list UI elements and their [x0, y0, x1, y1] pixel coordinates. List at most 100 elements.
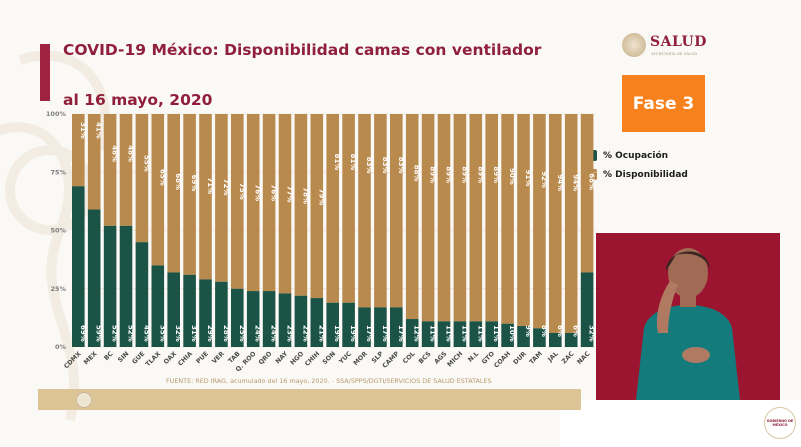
bar-availability: [262, 114, 276, 292]
bar-availability: [517, 114, 530, 327]
data-label-availability: 77%: [286, 186, 294, 203]
data-label-occupancy: 69%: [79, 325, 87, 342]
x-tick-label: PUE: [195, 350, 210, 365]
bar-availability: [135, 114, 149, 243]
bar-availability: [167, 114, 180, 273]
bar-availability: [342, 114, 355, 303]
bar-occupancy: [437, 321, 451, 347]
data-label-occupancy: 6%: [572, 325, 580, 337]
data-label-occupancy: 35%: [158, 325, 166, 342]
data-label-availability: 91%: [524, 170, 532, 187]
data-label-occupancy: 45%: [142, 325, 150, 342]
bar-occupancy: [167, 272, 180, 347]
chart-title: COVID-19 México: Disponibilidad camas co…: [63, 41, 542, 59]
bar-availability: [87, 114, 101, 210]
bar-occupancy: [310, 298, 324, 347]
x-tick-label: SON: [321, 350, 337, 366]
bar-availability: [549, 114, 562, 334]
data-label-occupancy: 59%: [95, 325, 103, 342]
bar-occupancy: [564, 333, 578, 347]
legend-label-occupancy: % Ocupación: [603, 150, 669, 161]
data-label-occupancy: 11%: [429, 325, 437, 342]
bar-availability: [485, 114, 498, 322]
x-tick-label: TAM: [528, 350, 544, 366]
bar-occupancy: [262, 291, 276, 347]
x-tick-label: NAC: [576, 350, 592, 366]
source-note: FUENTE: RED IRAG, acumulado del 16 mayo,…: [166, 377, 492, 385]
sign-language-interpreter-video: [596, 233, 780, 400]
data-label-occupancy: 22%: [301, 325, 309, 342]
y-tick-label: 0%: [55, 343, 67, 351]
data-label-occupancy: 24%: [270, 325, 278, 342]
x-tick-label: MOR: [352, 350, 369, 367]
bar-occupancy: [421, 321, 435, 347]
data-label-occupancy: 11%: [445, 325, 453, 342]
bar-availability: [469, 114, 483, 322]
bar-availability: [358, 114, 371, 308]
footer-seal-icon: [76, 392, 92, 408]
x-tick-label: SIN: [117, 350, 131, 364]
salud-logo-subtext: SECRETARÍA DE SALUD: [651, 52, 698, 56]
data-label-occupancy: 8%: [540, 325, 548, 337]
bar-availability: [564, 114, 578, 334]
bar-availability: [246, 114, 260, 292]
data-label-occupancy: 6%: [556, 325, 564, 337]
legend-label-availability: % Disponibilidad: [603, 169, 688, 180]
data-label-availability: 88%: [413, 165, 421, 182]
data-label-availability: 69%: [190, 175, 198, 192]
bar-availability: [326, 114, 339, 303]
data-label-availability: 94%: [556, 174, 564, 191]
data-label-occupancy: 19%: [349, 325, 357, 342]
data-label-availability: 92%: [540, 171, 548, 188]
data-label-availability: 83%: [365, 157, 373, 174]
gov-seal-text-1: GOBIERNO DE: [766, 419, 794, 423]
gobierno-de-mexico-seal: GOBIERNO DE MÉXICO: [764, 407, 796, 439]
data-label-availability: 71%: [206, 177, 214, 194]
bar-occupancy: [231, 288, 244, 347]
data-label-occupancy: 32%: [174, 325, 182, 342]
bar-availability: [72, 114, 85, 187]
bar-availability: [119, 114, 133, 226]
bar-occupancy: [342, 302, 355, 347]
data-label-occupancy: 24%: [254, 325, 262, 342]
bar-availability: [294, 114, 308, 296]
bar-occupancy: [135, 242, 149, 347]
bar-occupancy: [453, 321, 467, 347]
x-tick-label: BCS: [418, 350, 433, 365]
data-label-availability: 89%: [492, 166, 500, 183]
salud-logo: SALUD SECRETARÍA DE SALUD: [622, 33, 712, 59]
bar-availability: [437, 114, 451, 322]
bar-availability: [533, 114, 546, 329]
x-tick-label: TLAX: [145, 350, 163, 368]
bar-occupancy: [533, 328, 546, 347]
bar-occupancy: [278, 293, 292, 347]
data-label-availability: 89%: [460, 166, 468, 183]
data-label-availability: 65%: [158, 169, 166, 186]
x-tick-label: COAH: [493, 350, 512, 369]
salud-logo-text: SALUD: [650, 34, 707, 50]
data-label-occupancy: 52%: [127, 325, 135, 342]
bar-occupancy: [358, 307, 371, 347]
bar-occupancy: [119, 225, 133, 347]
x-tick-label: BC: [103, 350, 115, 362]
bar-availability: [183, 114, 196, 275]
data-label-availability: 31%: [79, 122, 87, 139]
bar-occupancy: [183, 274, 196, 347]
x-tick-label: CHIA: [177, 350, 194, 367]
bar-occupancy: [501, 323, 514, 347]
data-label-occupancy: 25%: [238, 325, 246, 342]
source-separator: -: [331, 377, 335, 385]
bar-availability: [421, 114, 435, 322]
data-label-occupancy: 10%: [508, 325, 516, 342]
bar-occupancy: [580, 272, 594, 347]
bar-availability: [151, 114, 165, 266]
bar-availability: [374, 114, 387, 308]
chart-subtitle: al 16 mayo, 2020: [63, 91, 213, 109]
agency-text: SSA/SPPS/DGTI/SERVICIOS DE SALUD ESTATAL…: [336, 377, 492, 385]
x-tick-label: CHIH: [304, 350, 321, 367]
gov-seal-text-2: MÉXICO: [772, 423, 788, 427]
data-label-availability: 55%: [142, 155, 150, 172]
data-label-occupancy: 52%: [111, 325, 119, 342]
bar-availability: [278, 114, 292, 294]
bar-availability: [310, 114, 324, 299]
